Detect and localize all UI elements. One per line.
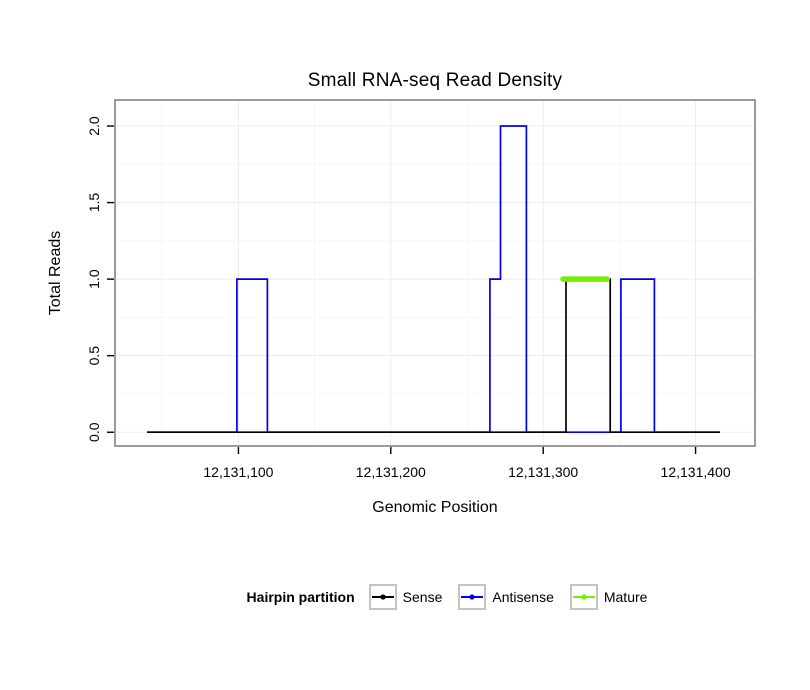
legend-entries: Sense Antisense Mature (368, 584, 648, 610)
series-antisense (147, 125, 720, 434)
panel-background (115, 100, 755, 446)
legend-key-glyph (371, 594, 394, 600)
legend-label: Sense (402, 589, 443, 605)
y-tick-label: 1.5 (86, 193, 102, 213)
y-tick-label: 1.0 (86, 269, 102, 289)
legend-label: Antisense (492, 589, 554, 605)
plot-area: 12,131,100 12,131,200 12,131,300 12,131,400… (86, 99, 756, 480)
legend-key-glyph (572, 594, 595, 600)
legend-entry-antisense: Antisense (458, 584, 554, 610)
x-tick-label: 12,131,100 (203, 464, 273, 480)
legend: Hairpin partition Sense Antisense Mature (42, 584, 810, 610)
chart-title: Small RNA-seq Read Density (307, 70, 563, 91)
legend-key-sense (368, 584, 397, 610)
legend-title: Hairpin partition (246, 589, 355, 605)
legend-entry-sense: Sense (368, 584, 443, 610)
y-tick-label: 0.5 (86, 346, 102, 366)
y-tick-label: 0.0 (86, 422, 102, 442)
x-tick-label: 12,131,400 (661, 464, 731, 480)
legend-key-mature (569, 584, 598, 610)
panel-border (114, 99, 756, 447)
legend-key-antisense (458, 584, 487, 610)
legend-key-glyph (461, 594, 484, 600)
x-axis-label: Genomic Position (372, 499, 498, 516)
legend-label: Mature (603, 589, 648, 605)
x-tick-label: 12,131,300 (508, 464, 578, 480)
legend-entry-mature: Mature (569, 584, 648, 610)
x-tick-label: 12,131,200 (356, 464, 426, 480)
y-tick-label: 2.0 (86, 116, 102, 136)
